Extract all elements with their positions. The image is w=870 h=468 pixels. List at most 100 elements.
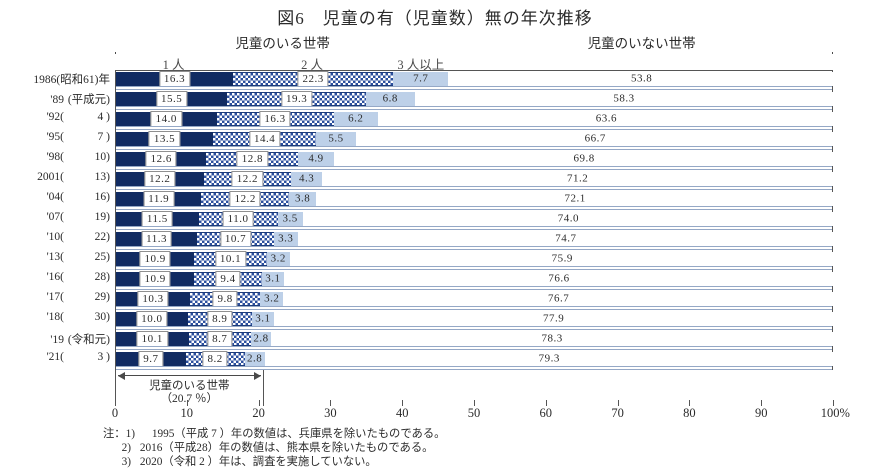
x-axis-tick-label: 20 <box>252 406 265 420</box>
segment-value-label: 4.9 <box>308 152 324 165</box>
bar-row: 10.0 8.9 3.1 77.9 <box>116 311 834 327</box>
x-axis-tick-label: 40 <box>395 406 409 420</box>
x-axis-tick-label: 30 <box>324 406 337 420</box>
row-separator <box>116 285 832 290</box>
footnote-marker: 2) <box>121 442 131 455</box>
year-label: '16(28) <box>0 271 110 283</box>
segment-value-label: 79.3 <box>538 352 560 365</box>
segment-value-label: 3.1 <box>255 312 271 325</box>
bar-row: 10.1 8.7 2.8 78.3 <box>116 331 834 347</box>
segment-value-label: 71.2 <box>567 172 589 185</box>
segment-value-label: 8.2 <box>202 351 228 367</box>
footnote-line: 2) 2016（平成28）年の数値は、熊本県を除いたものである。 <box>103 441 623 455</box>
year-label-era: (昭和61)年 <box>56 74 110 86</box>
row-separator <box>116 185 832 190</box>
year-label: '89 (平成元) <box>0 91 110 107</box>
segment-one-child: 12.2 <box>116 171 204 187</box>
year-label-era: 29) <box>94 291 110 303</box>
segment-no-children: 58.3 <box>414 92 834 106</box>
row-separator <box>116 325 832 330</box>
footnote-text: 2020（令和 2 ）年は、調査を実施していない。 <box>137 456 377 468</box>
segment-no-children: 76.7 <box>283 292 834 306</box>
segment-value-label: 58.3 <box>613 92 635 105</box>
segment-two-children: 12.2 <box>201 191 290 207</box>
year-label-era: (平成元) <box>67 94 110 106</box>
sub-label-two-children: 2 人 <box>301 58 324 72</box>
row-separator <box>116 345 832 350</box>
arrow-right-icon <box>253 371 261 380</box>
segment-no-children: 71.2 <box>322 172 834 186</box>
segment-value-label: 14.4 <box>248 131 281 147</box>
segment-one-child: 10.9 <box>116 271 195 287</box>
segment-no-children: 72.1 <box>316 192 834 206</box>
segment-value-label: 16.3 <box>158 71 191 87</box>
x-axis-tick <box>402 400 404 406</box>
segment-value-label: 12.2 <box>229 191 261 207</box>
segment-value-label: 12.2 <box>144 171 176 187</box>
segment-value-label: 16.3 <box>259 111 291 127</box>
segment-value-label: 10.7 <box>219 231 252 247</box>
x-axis-tick-label: 70 <box>611 406 624 420</box>
bar-row: 11.3 10.7 3.3 74.7 <box>116 231 834 247</box>
year-label-western: '19 <box>50 334 64 346</box>
page-title: 図6 児童の有（児童数）無の年次推移 <box>277 9 593 28</box>
segment-three-plus: 6.8 <box>365 92 415 106</box>
year-label-western: '95( <box>46 131 64 143</box>
footnote-line: 3) 2020（令和 2 ）年は、調査を実施していない。 <box>103 455 623 468</box>
segment-value-label: 63.6 <box>595 112 617 125</box>
row-separator <box>116 365 832 370</box>
row-separator <box>116 225 832 230</box>
band-children-households: 児童のいる世帯 <box>115 32 451 54</box>
year-label-era: 10) <box>94 151 110 163</box>
year-label-era: 28) <box>94 271 110 283</box>
year-label-western: '17( <box>46 291 64 303</box>
segment-value-label: 10.0 <box>136 311 168 327</box>
segment-value-label: 6.2 <box>348 112 364 125</box>
segment-three-plus: 4.3 <box>291 172 323 186</box>
bar-row: 15.5 19.3 6.8 58.3 <box>116 91 834 107</box>
segment-three-plus: 5.5 <box>316 132 356 146</box>
x-axis-tick <box>186 400 188 406</box>
segment-value-label: 14.0 <box>150 111 182 127</box>
segment-one-child: 11.5 <box>116 211 199 227</box>
segment-three-plus: 3.2 <box>266 252 290 266</box>
segment-value-label: 10.9 <box>139 271 171 287</box>
segment-value-label: 12.2 <box>231 171 264 187</box>
x-axis-tick <box>330 400 332 406</box>
segment-value-label: 11.0 <box>222 211 254 227</box>
bar-row: 11.5 11.0 3.5 74.0 <box>116 211 834 227</box>
segment-value-label: 8.7 <box>207 331 233 347</box>
year-label-western: '18( <box>46 311 64 323</box>
segment-one-child: 12.6 <box>116 151 207 167</box>
segment-value-label: 4.3 <box>298 172 315 185</box>
row-separator <box>116 165 832 170</box>
segment-three-plus: 2.8 <box>250 332 272 346</box>
segment-three-plus: 3.3 <box>273 232 298 246</box>
segment-two-children: 16.3 <box>216 111 334 127</box>
segment-two-children: 11.0 <box>198 211 278 227</box>
segment-no-children: 79.3 <box>264 352 834 366</box>
segment-value-label: 9.8 <box>212 291 238 307</box>
year-label: '17( 29) <box>0 291 110 303</box>
segment-three-plus: 7.7 <box>393 72 449 86</box>
segment-value-label: 8.9 <box>207 311 233 327</box>
segment-value-label: 9.4 <box>215 271 241 287</box>
segment-value-label: 19.3 <box>280 91 313 107</box>
segment-one-child: 10.1 <box>116 331 189 347</box>
segment-no-children: 77.9 <box>273 312 834 326</box>
row-separator <box>116 205 832 210</box>
band-no-children-households: 児童のいない世帯 <box>450 32 833 54</box>
segment-one-child: 13.5 <box>116 131 213 147</box>
segment-three-plus: 4.9 <box>298 152 334 166</box>
x-axis-tick <box>761 400 763 406</box>
segment-value-label: 7.7 <box>413 72 429 85</box>
year-label: '95(7 ) <box>0 131 110 143</box>
year-label: '21(3 ) <box>0 351 110 363</box>
segment-one-child: 14.0 <box>116 111 217 127</box>
bar-row: 12.2 12.2 4.3 71.2 <box>116 171 834 187</box>
row-separator <box>116 125 832 130</box>
year-label-western: '04( <box>46 191 64 203</box>
bar-row: 16.3 22.3 7.7 53.8 <box>116 71 835 87</box>
segment-two-children: 12.2 <box>203 171 292 187</box>
segment-value-label: 10.9 <box>139 251 171 267</box>
